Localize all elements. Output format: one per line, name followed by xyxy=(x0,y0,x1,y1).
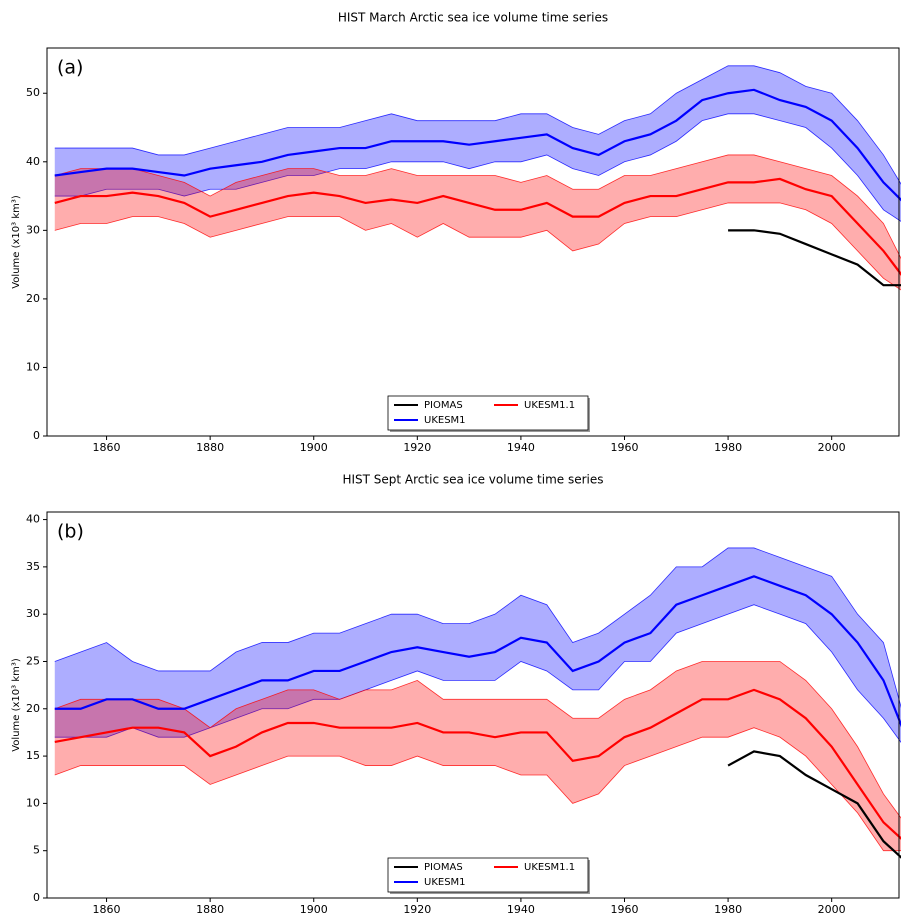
x-tick-label: 1960 xyxy=(610,441,638,454)
band-edge xyxy=(54,661,901,819)
panel-label: (b) xyxy=(57,521,84,543)
band-edge xyxy=(54,65,901,185)
range-band xyxy=(54,661,901,851)
x-tick-label: 1860 xyxy=(93,903,121,915)
x-tick-label: 1940 xyxy=(507,903,535,915)
y-tick-label: 40 xyxy=(26,513,40,526)
legend: PIOMAS UKESM1 UKESM1.1 xyxy=(387,857,590,894)
y-tick-label: 30 xyxy=(26,223,40,236)
chart-title: HIST Sept Arctic sea ice volume time ser… xyxy=(342,473,603,487)
legend-label: UKESM1.1 xyxy=(524,400,575,411)
legend-label: UKESM1 xyxy=(424,877,466,888)
y-tick-label: 50 xyxy=(26,86,40,99)
x-tick-label: 2000 xyxy=(818,441,846,454)
y-tick-label: 0 xyxy=(33,429,40,442)
legend-label: UKESM1.1 xyxy=(524,862,575,873)
y-tick-label: 30 xyxy=(26,607,40,620)
band-edge xyxy=(54,727,901,852)
band-edge xyxy=(54,547,901,709)
series-line xyxy=(54,575,901,728)
range-band xyxy=(54,154,901,290)
band-edge xyxy=(54,202,901,291)
x-tick-label: 1920 xyxy=(403,903,431,915)
panel: HIST March Arctic sea ice volume time se… xyxy=(11,11,901,454)
panel: HIST Sept Arctic sea ice volume time ser… xyxy=(11,473,901,915)
series-line xyxy=(728,229,901,287)
y-axis-label: Volume (x10³ km³) xyxy=(11,195,22,289)
y-tick-label: 0 xyxy=(33,891,40,904)
y-tick-label: 5 xyxy=(33,844,40,857)
legend-label: UKESM1 xyxy=(424,415,466,426)
series-line xyxy=(54,688,901,840)
x-tick-label: 1960 xyxy=(610,903,638,915)
x-tick-label: 2000 xyxy=(818,903,846,915)
y-tick-label: 25 xyxy=(26,654,40,667)
x-tick-label: 1920 xyxy=(403,441,431,454)
legend-label: PIOMAS xyxy=(424,862,463,873)
y-tick-label: 20 xyxy=(26,292,40,305)
y-tick-label: 15 xyxy=(26,749,40,762)
series-line xyxy=(54,177,901,276)
x-tick-label: 1940 xyxy=(507,441,535,454)
x-tick-label: 1880 xyxy=(196,903,224,915)
y-tick-label: 20 xyxy=(26,702,40,715)
legend-box xyxy=(387,857,589,893)
y-tick-label: 35 xyxy=(26,560,40,573)
series-line xyxy=(727,750,901,859)
y-tick-label: 10 xyxy=(26,796,40,809)
plot-frame xyxy=(46,511,900,899)
y-tick-label: 40 xyxy=(26,155,40,168)
legend-box xyxy=(387,395,589,431)
x-tick-label: 1880 xyxy=(196,441,224,454)
legend-label: PIOMAS xyxy=(424,400,463,411)
y-axis-label: Volume (x10³ km³) xyxy=(11,658,22,752)
y-tick-label: 10 xyxy=(26,360,40,373)
band-edge xyxy=(54,113,901,222)
series-line xyxy=(54,88,901,202)
x-tick-label: 1900 xyxy=(300,903,328,915)
x-tick-label: 1860 xyxy=(93,441,121,454)
x-tick-label: 1900 xyxy=(300,441,328,454)
x-tick-label: 1980 xyxy=(714,903,742,915)
range-band xyxy=(54,547,901,743)
band-edge xyxy=(54,604,901,743)
plot-frame xyxy=(46,47,900,437)
panel-label: (a) xyxy=(57,57,83,79)
legend: PIOMAS UKESM1 UKESM1.1 xyxy=(387,395,590,432)
band-edge xyxy=(54,154,901,260)
x-tick-label: 1980 xyxy=(714,441,742,454)
chart-title: HIST March Arctic sea ice volume time se… xyxy=(338,11,608,25)
